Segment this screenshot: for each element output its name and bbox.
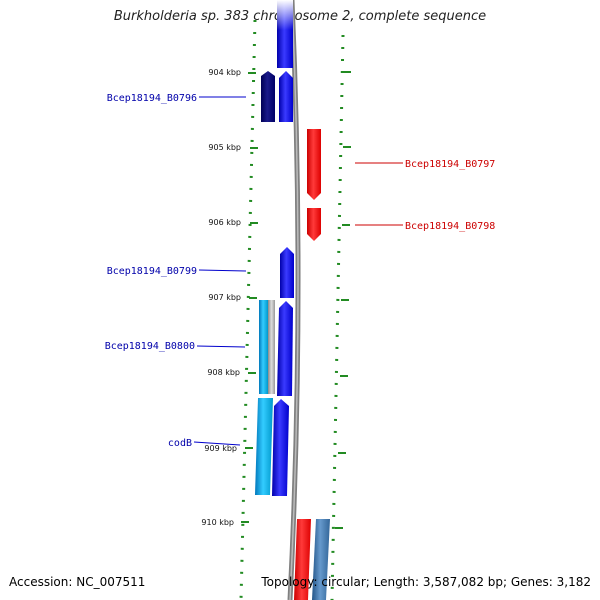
gene-b0800-inner[interactable] xyxy=(277,301,293,396)
map-title: Burkholderia sp. 383 chromosome 2, compl… xyxy=(113,9,487,24)
gene-b0796-outer[interactable] xyxy=(261,71,275,122)
gene-label-b0800[interactable]: Bcep18194_B0800 xyxy=(105,341,195,352)
tick-label-904: 904 kbp xyxy=(208,68,241,77)
tick-label-905: 905 kbp xyxy=(208,143,241,152)
gene-label-b0797[interactable]: Bcep18194_B0797 xyxy=(405,159,495,170)
gene-b0799[interactable] xyxy=(280,247,294,298)
tick-label-906: 906 kbp xyxy=(208,218,241,227)
gene-b0796-inner[interactable] xyxy=(279,71,293,122)
gene-bottom-steel[interactable] xyxy=(312,519,330,600)
left-ruler xyxy=(239,19,257,600)
tick-label-910: 910 kbp xyxy=(201,518,234,527)
gene-bottom-red[interactable] xyxy=(294,519,311,600)
gene-label-b0799[interactable]: Bcep18194_B0799 xyxy=(107,266,197,277)
gene-label-b0798[interactable]: Bcep18194_B0798 xyxy=(405,221,495,232)
gene-b0798[interactable] xyxy=(307,208,321,241)
gene-label-b0796[interactable]: Bcep18194_B0796 xyxy=(107,93,197,104)
tick-label-908: 908 kbp xyxy=(207,368,240,377)
tick-label-907: 907 kbp xyxy=(208,293,241,302)
leader-lines xyxy=(193,96,403,446)
gene-label-codB[interactable]: codB xyxy=(168,438,192,449)
gene-codB-inner[interactable] xyxy=(272,399,289,496)
sequence-summary: Topology: circular; Length: 3,587,082 bp… xyxy=(261,575,591,589)
accession-text: Accession: NC_007511 xyxy=(9,575,146,589)
gene-b0800-cyan[interactable] xyxy=(259,300,268,394)
gene-b0797[interactable] xyxy=(307,129,321,200)
gene-b0800-gray[interactable] xyxy=(268,300,275,394)
right-ruler xyxy=(330,34,345,600)
tick-marks xyxy=(241,71,351,529)
tick-label-909: 909 kbp xyxy=(204,444,237,453)
gene-codB-outer[interactable] xyxy=(255,398,273,495)
